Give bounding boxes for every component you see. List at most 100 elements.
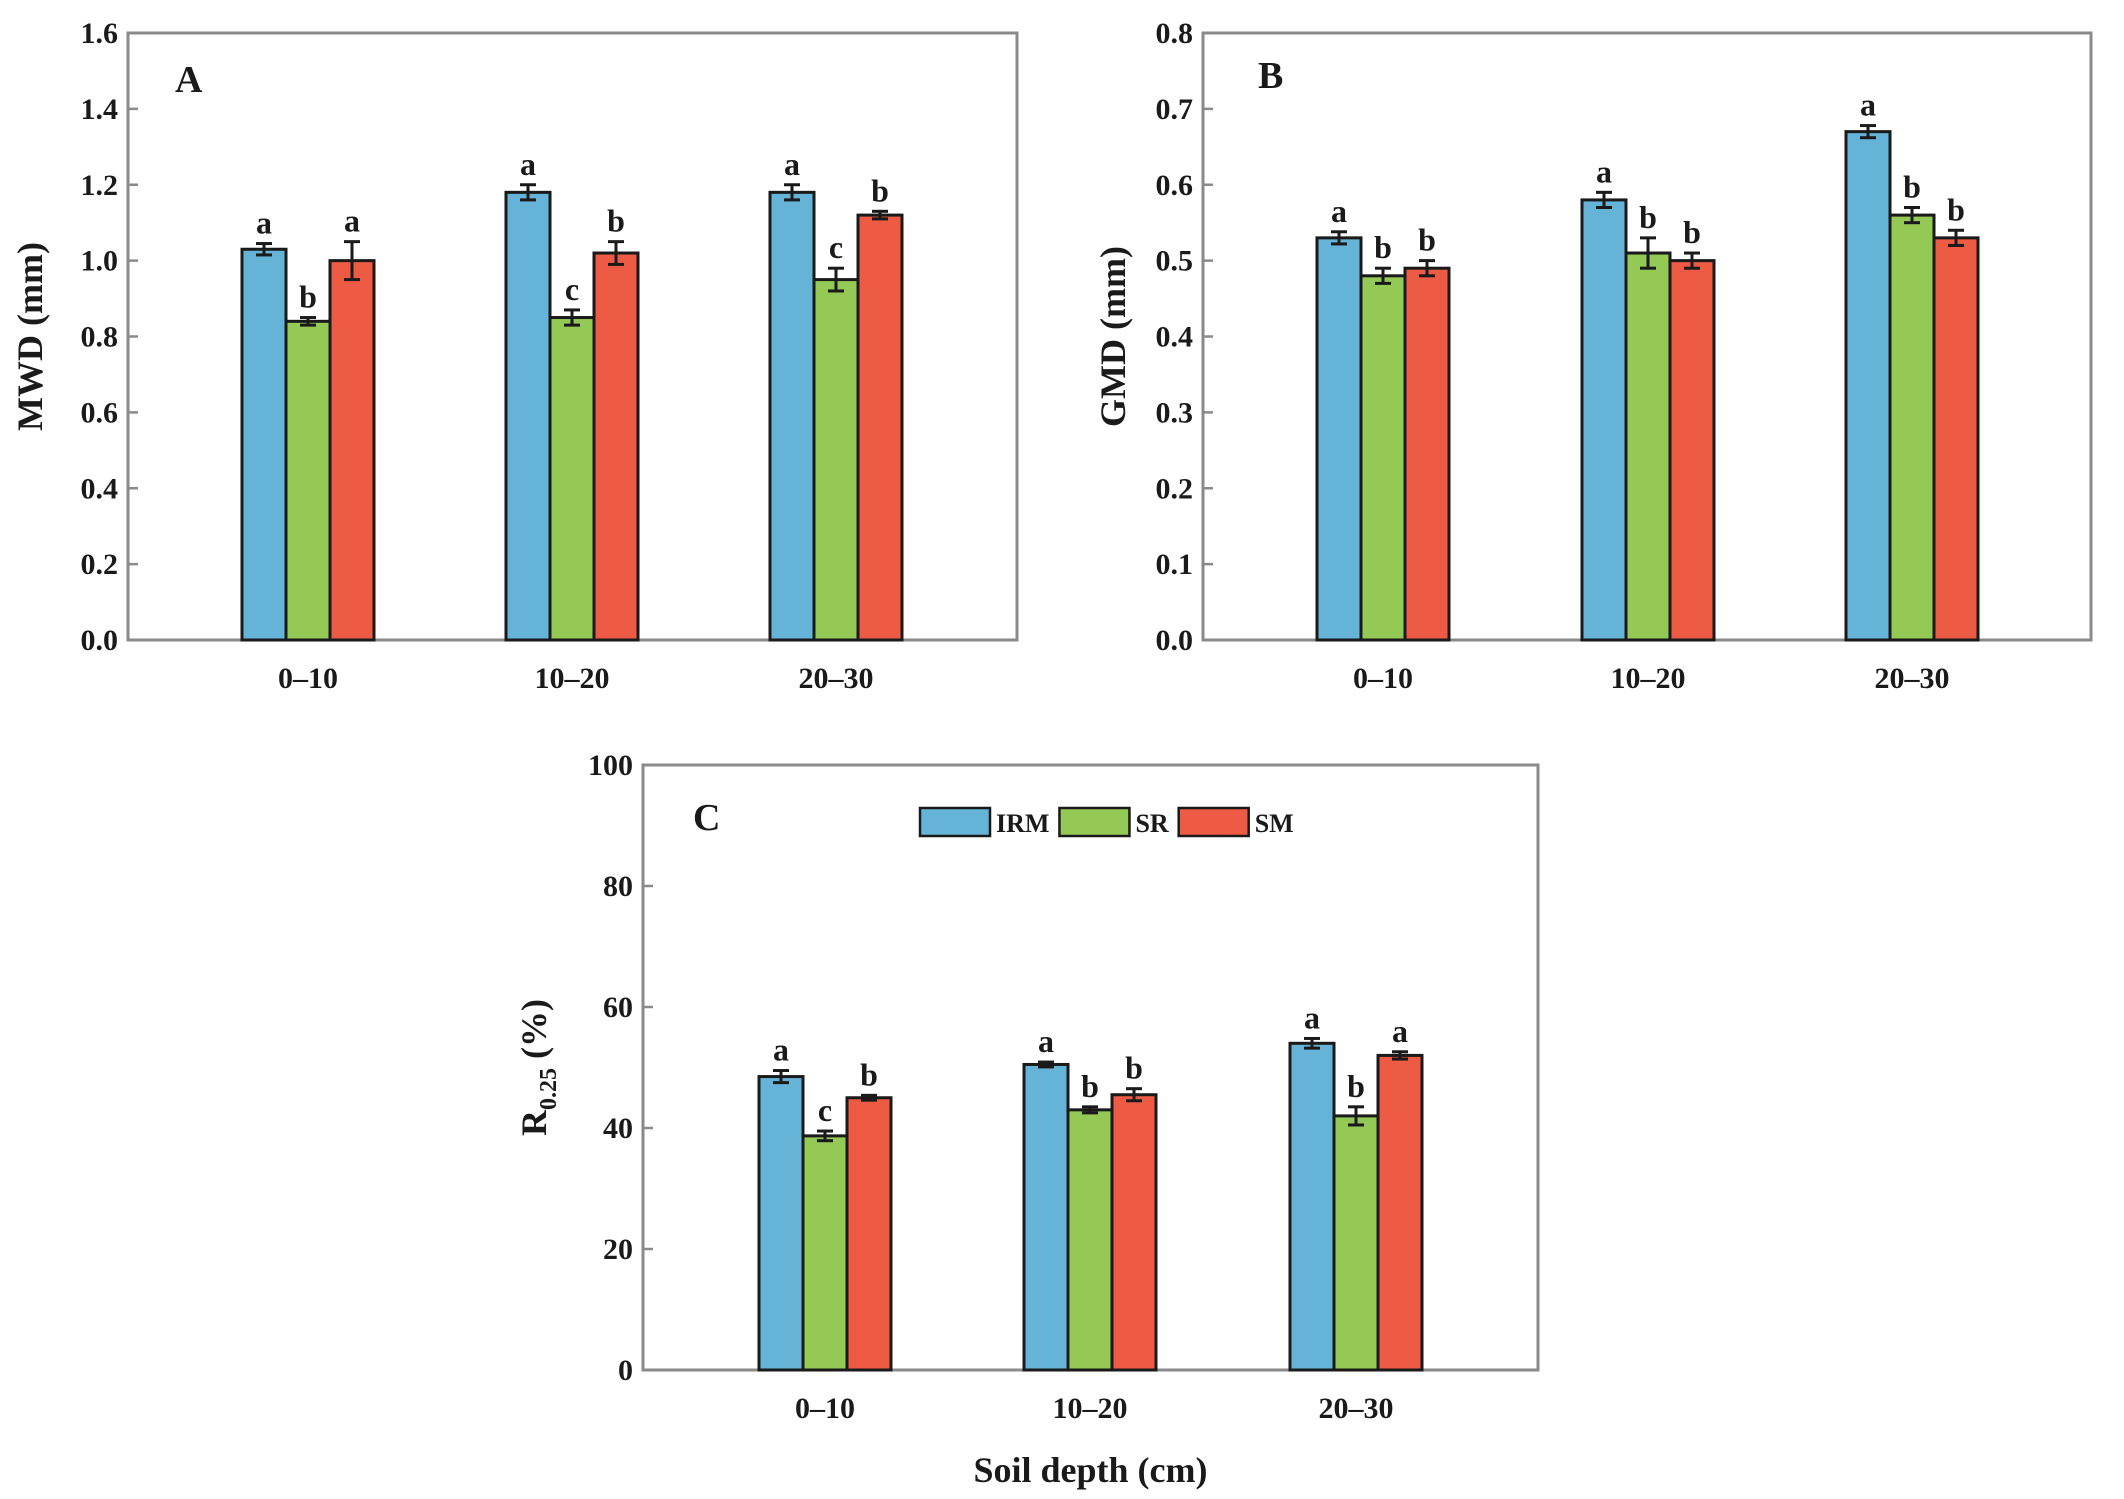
significance-label: b [1947, 191, 1965, 227]
significance-label: b [1418, 222, 1436, 258]
y-tick-label: 0.3 [1156, 396, 1194, 429]
legend-swatch-sr [1058, 806, 1131, 838]
significance-label: a [773, 1032, 789, 1068]
significance-label: b [1683, 214, 1701, 250]
bar-sm [1932, 236, 1980, 642]
legend-label-sr: SR [1135, 809, 1168, 838]
chart-panel-b: 0.0 0.1 0.2 0.3 0.4 0.5 0.6 0.7 0.8 0–10 10–20 20–3… [1093, 17, 2093, 695]
y-tick-label: 0.8 [81, 321, 119, 354]
bar-sm [1668, 259, 1716, 642]
significance-label: b [1347, 1068, 1365, 1104]
bar-irm [1844, 130, 1892, 642]
x-tick-label: 0–10 [795, 1392, 855, 1425]
y-tick-label: 1.4 [81, 93, 119, 126]
bar-sm [328, 259, 376, 642]
bar-sr [1359, 274, 1407, 642]
significance-label: b [1374, 229, 1392, 265]
significance-label: c [818, 1092, 832, 1128]
significance-label: b [1125, 1050, 1143, 1086]
y-tick-label: 1.2 [81, 169, 119, 202]
bar-sr [1624, 251, 1672, 642]
bar-irm [504, 190, 552, 642]
bar-sr [284, 319, 332, 642]
bar-sm [1110, 1093, 1158, 1372]
x-tick-label: 10–20 [1053, 1392, 1128, 1425]
bar-sm [592, 251, 640, 642]
significance-label: a [256, 205, 272, 241]
y-axis-title: MWD (mm) [10, 242, 50, 431]
bar-sm [1376, 1053, 1424, 1372]
significance-label: a [1331, 193, 1347, 229]
significance-label: b [860, 1056, 878, 1092]
bar-irm [1315, 236, 1363, 642]
y-tick-label: 0.4 [81, 472, 119, 505]
x-tick-label: 20–30 [799, 662, 874, 695]
significance-label: a [1596, 153, 1612, 189]
bar-irm [757, 1075, 805, 1372]
y-tick-label: 0.4 [1156, 321, 1194, 354]
bar-irm [1288, 1041, 1336, 1372]
y-tick-label: 20 [603, 1233, 633, 1266]
significance-label: b [1903, 169, 1921, 205]
panel-label-c: C [693, 797, 720, 839]
y-tick-label: 100 [588, 749, 633, 782]
bar-irm [1022, 1062, 1070, 1372]
bar-sr [1066, 1108, 1114, 1372]
significance-label: b [1081, 1068, 1099, 1104]
y-tick-label: 1.0 [81, 245, 119, 278]
significance-label: a [784, 146, 800, 182]
y-tick-label: 0.2 [81, 548, 119, 581]
y-tick-label: 40 [603, 1112, 633, 1145]
bar-irm [768, 190, 816, 642]
y-tick-label: 0.6 [81, 396, 119, 429]
y-axis-title: GMD (mm) [1093, 246, 1133, 427]
y-tick-label: 0.1 [1156, 548, 1194, 581]
x-tick-label: 0–10 [1353, 662, 1413, 695]
bar-sm [1403, 266, 1451, 642]
legend-label-sm: SM [1255, 809, 1294, 838]
x-tick-label: 10–20 [1611, 662, 1686, 695]
x-tick-label: 0–10 [278, 662, 338, 695]
x-tick-label: 10–20 [535, 662, 610, 695]
y-tick-label: 0.0 [81, 624, 119, 657]
legend-swatch-irm [918, 806, 992, 838]
significance-label: b [1639, 199, 1657, 235]
legend-swatch-sm [1177, 806, 1250, 838]
bar-irm [1580, 198, 1628, 642]
panel-label-a: A [175, 59, 203, 101]
y-tick-label: 60 [603, 991, 633, 1024]
bar-sr [1332, 1114, 1380, 1372]
x-tick-label: 20–30 [1875, 662, 1950, 695]
bar-irm [240, 247, 288, 642]
bar-sr [1888, 213, 1936, 642]
significance-label: b [299, 279, 317, 315]
chart-panel-a: 0.0 0.2 0.4 0.6 0.8 1.0 1.2 1.4 1.6 0–10 10–20 20–3… [10, 17, 1019, 695]
y-tick-label: 0.8 [1156, 17, 1194, 50]
bar-sr [812, 278, 860, 642]
y-tick-label: 0.7 [1156, 93, 1194, 126]
y-tick-label: 80 [603, 870, 633, 903]
bar-sm [845, 1096, 893, 1372]
significance-label: b [607, 203, 625, 239]
significance-label: a [520, 146, 536, 182]
y-tick-label: 0.2 [1156, 472, 1194, 505]
significance-label: a [1860, 87, 1876, 123]
y-axis-title: R0.25 (%) [514, 999, 562, 1136]
significance-label: a [344, 203, 360, 239]
x-axis-title: Soil depth (cm) [974, 1450, 1208, 1490]
legend-label-irm: IRM [996, 809, 1049, 838]
bar-sr [801, 1134, 849, 1372]
bar-sr [548, 316, 596, 642]
y-tick-label: 0.6 [1156, 169, 1194, 202]
panel-label-b: B [1258, 55, 1283, 97]
significance-label: a [1304, 999, 1320, 1035]
x-tick-label: 20–30 [1319, 1392, 1394, 1425]
significance-label: c [829, 229, 843, 265]
y-tick-label: 0.5 [1156, 245, 1194, 278]
significance-label: a [1038, 1023, 1054, 1059]
significance-label: b [871, 172, 889, 208]
y-tick-label: 0 [618, 1354, 633, 1387]
y-tick-label: 0.0 [1156, 624, 1194, 657]
